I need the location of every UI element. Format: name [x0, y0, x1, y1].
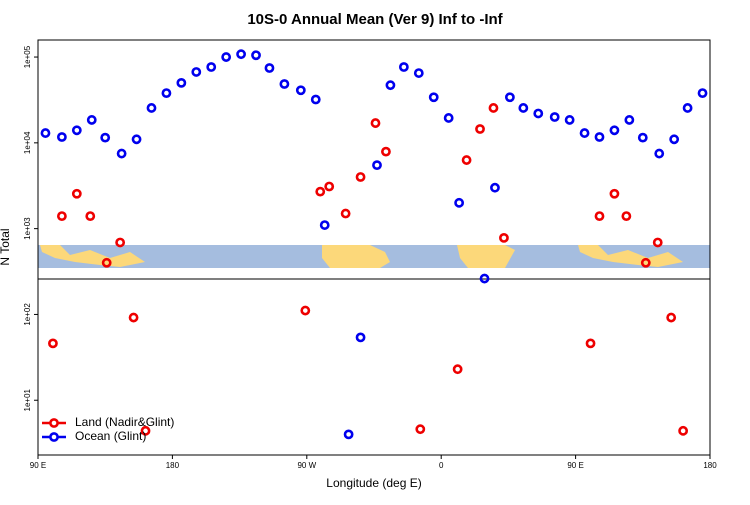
- point: [161, 88, 172, 98]
- legend-label: Ocean (Glint): [75, 429, 146, 443]
- legend-marker: [49, 418, 59, 428]
- point: [300, 305, 311, 316]
- point: [40, 128, 51, 138]
- point: [490, 182, 500, 193]
- point: [319, 220, 330, 230]
- point: [101, 257, 112, 268]
- y-tick-label: 1e+03: [23, 217, 32, 240]
- point: [624, 115, 635, 125]
- point: [343, 429, 354, 440]
- point: [146, 103, 157, 113]
- point: [370, 118, 381, 128]
- point: [71, 188, 82, 199]
- point: [206, 62, 217, 72]
- point: [594, 211, 605, 222]
- point: [637, 132, 648, 143]
- point: [236, 49, 246, 60]
- point: [461, 155, 472, 165]
- x-tick-label: 180: [166, 461, 180, 470]
- point: [564, 115, 575, 125]
- point: [579, 128, 590, 138]
- point: [640, 257, 651, 268]
- x-tick-label: 90 W: [297, 461, 316, 470]
- point: [479, 273, 490, 284]
- legend-marker: [49, 432, 59, 442]
- x-tick-label: 90 E: [567, 461, 583, 470]
- point: [71, 125, 82, 136]
- point: [504, 92, 515, 103]
- point: [488, 103, 499, 113]
- point: [697, 88, 708, 98]
- point: [678, 425, 689, 436]
- point: [652, 237, 663, 248]
- point: [131, 134, 142, 145]
- x-axis-label: Longitude (deg E): [326, 476, 421, 490]
- point: [372, 160, 382, 171]
- y-axis-label: N Total: [0, 228, 12, 265]
- point: [85, 211, 96, 222]
- plot-frame: [37, 39, 711, 456]
- point: [443, 113, 454, 123]
- point: [454, 197, 465, 208]
- point: [221, 52, 232, 62]
- point: [385, 80, 396, 91]
- point: [533, 108, 544, 119]
- point: [295, 85, 306, 96]
- point: [116, 148, 127, 159]
- x-tick-label: 0: [439, 461, 444, 470]
- y-tick-label: 1e+04: [23, 131, 32, 154]
- point: [609, 188, 620, 199]
- y-tick-label: 1e+01: [23, 388, 32, 411]
- point: [86, 115, 97, 125]
- x-tick-label: 90 E: [30, 461, 46, 470]
- point: [381, 146, 391, 157]
- point: [48, 338, 58, 349]
- point: [415, 424, 426, 435]
- point: [324, 181, 335, 192]
- point: [340, 208, 351, 219]
- point: [518, 103, 529, 113]
- point: [585, 338, 596, 349]
- point: [264, 63, 275, 73]
- chart-title: 10S-0 Annual Mean (Ver 9) Inf to -Inf: [247, 11, 503, 28]
- y-tick-label: 1e+05: [23, 45, 32, 68]
- point: [100, 132, 111, 143]
- legend-label: Land (Nadir&Glint): [75, 415, 174, 429]
- point: [682, 103, 693, 113]
- point: [355, 332, 366, 343]
- point: [475, 124, 485, 134]
- point: [499, 232, 509, 243]
- point: [549, 112, 560, 122]
- point: [594, 132, 605, 142]
- point: [176, 77, 187, 88]
- point: [140, 425, 151, 436]
- point: [621, 211, 632, 222]
- point: [279, 79, 290, 89]
- point: [251, 50, 261, 61]
- point: [56, 132, 67, 142]
- point: [413, 68, 424, 78]
- point: [666, 312, 677, 323]
- point: [128, 312, 139, 323]
- point: [191, 67, 202, 77]
- point: [56, 211, 67, 222]
- point: [398, 62, 409, 72]
- y-tick-label: 1e+02: [23, 303, 32, 326]
- point: [452, 364, 463, 375]
- point: [428, 92, 439, 103]
- point: [609, 125, 620, 136]
- point: [669, 134, 680, 145]
- point: [355, 172, 366, 182]
- point: [315, 186, 326, 197]
- map-strip: [38, 245, 710, 268]
- x-tick-label: 180: [703, 461, 717, 470]
- point: [115, 237, 126, 248]
- point: [654, 148, 665, 159]
- point: [310, 94, 321, 105]
